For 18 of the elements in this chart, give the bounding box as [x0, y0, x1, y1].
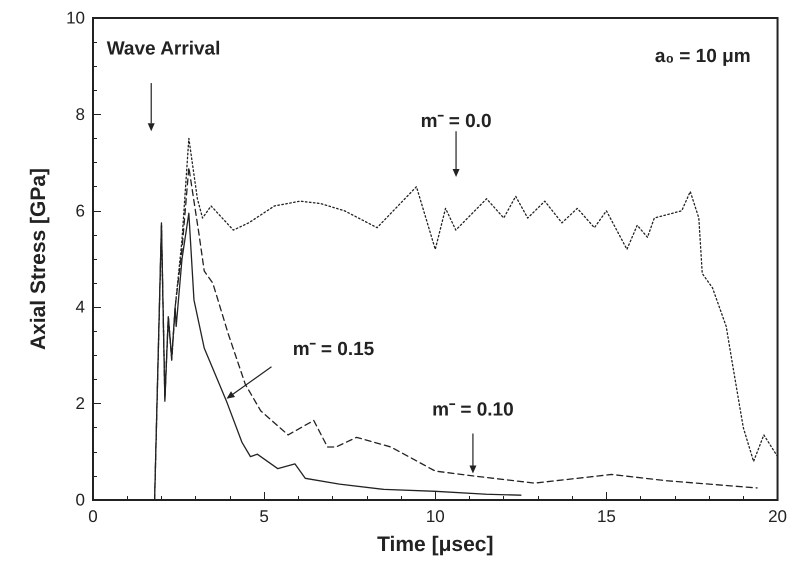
annotation: m⁻ = 0.15: [292, 338, 375, 360]
x-tick-label: 15: [596, 507, 616, 526]
y-tick-label: 10: [66, 8, 85, 28]
y-tick-label: 0: [76, 490, 85, 510]
annotation: a₀ = 10 μm: [654, 46, 751, 67]
x-tick-label: 20: [768, 507, 788, 526]
x-tick-label: 10: [426, 507, 445, 526]
y-axis-title: Axial Stress [GPa]: [27, 168, 50, 350]
x-tick-label: 0: [88, 507, 98, 526]
x-axis-title: Time [μsec]: [377, 533, 494, 556]
y-tick-label: 8: [76, 104, 85, 124]
annotation: m⁻ = 0.10: [432, 399, 514, 420]
y-tick-label: 6: [76, 201, 85, 220]
x-tick-label: 5: [259, 507, 269, 526]
y-tick-label: 4: [76, 298, 85, 317]
annotation: Wave Arrival: [106, 38, 220, 60]
y-tick-label: 2: [76, 394, 85, 414]
annotation: m⁻ = 0.0: [420, 110, 492, 132]
